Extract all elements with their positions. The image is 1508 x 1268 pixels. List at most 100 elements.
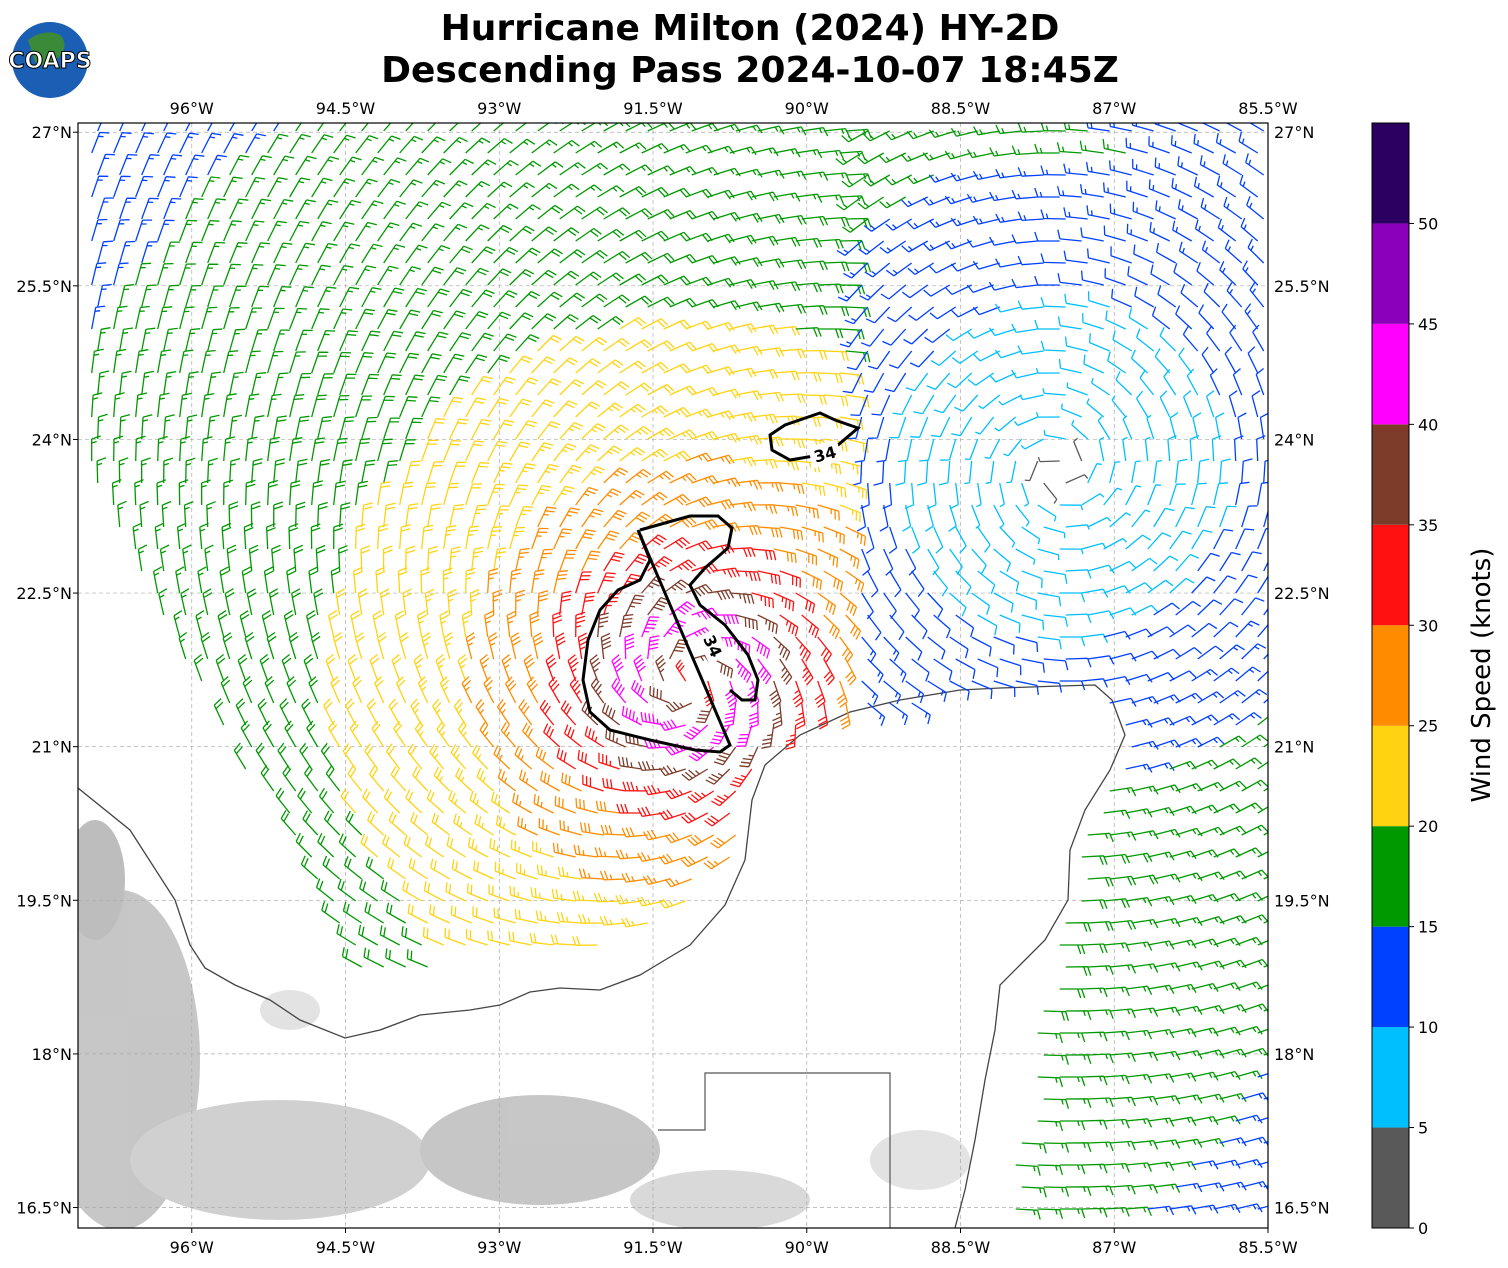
wind-barb: [407, 903, 428, 924]
wind-barb: [163, 370, 177, 396]
wind-barb: [515, 204, 541, 220]
wind-barb: [839, 328, 863, 348]
wind-barb: [1213, 1026, 1241, 1036]
wind-barb: [1011, 189, 1038, 200]
wind-barb: [113, 219, 130, 242]
wind-barb: [1197, 599, 1223, 616]
wind-barb: [1021, 482, 1030, 507]
wind-barb: [271, 544, 281, 572]
wind-barb: [924, 328, 951, 344]
wind-barb: [310, 631, 321, 660]
wind-barb: [1079, 140, 1104, 154]
wind-barb: [229, 198, 249, 220]
wind-barb: [1125, 1073, 1153, 1084]
wind-barb: [1175, 692, 1203, 704]
wind-barb: [157, 392, 170, 418]
wind-barb: [1063, 250, 1088, 264]
wind-barb: [449, 418, 469, 440]
wind-barb: [801, 614, 820, 639]
wind-barb: [1125, 852, 1153, 863]
wind-barb: [977, 570, 996, 594]
wind-barb: [405, 417, 423, 440]
wind-barb: [317, 286, 337, 308]
wind-barb: [1169, 1160, 1197, 1171]
wind-barb: [553, 313, 579, 330]
wind-barb: [453, 813, 473, 836]
wind-barb: [971, 548, 987, 574]
wind-barb: [707, 366, 735, 376]
wind-barb: [839, 702, 851, 730]
wind-barb: [685, 627, 713, 640]
wind-barb: [484, 610, 494, 638]
wind-barb: [948, 504, 957, 532]
wind-barb: [795, 636, 811, 662]
wind-barb: [1232, 368, 1243, 396]
wind-barb: [407, 743, 423, 770]
wind-barb: [1257, 1161, 1268, 1166]
wind-barb: [675, 659, 687, 682]
wind-barb: [1125, 673, 1153, 683]
wind-barb: [469, 588, 480, 616]
wind-barb: [1263, 743, 1268, 748]
wind-barb: [977, 658, 999, 678]
wind-barb: [321, 901, 341, 924]
wind-barb: [537, 590, 549, 616]
wind-barb: [1015, 1164, 1041, 1176]
wind-barb: [681, 812, 709, 824]
wind-barb: [221, 522, 232, 550]
wind-barb: [895, 460, 907, 486]
wind-barb: [1058, 358, 1082, 374]
wind-barb: [817, 149, 845, 160]
wind-barb: [1151, 306, 1171, 330]
wind-barb: [559, 819, 582, 836]
wind-barb: [647, 383, 675, 396]
wind-barb: [940, 438, 957, 461]
wind-barb: [999, 658, 1022, 676]
wind-barb: [947, 372, 973, 389]
wind-barb: [669, 123, 697, 132]
wind-barb: [757, 526, 783, 538]
wind-barb: [433, 766, 451, 792]
wind-barb: [993, 504, 1005, 529]
wind-barb: [267, 220, 287, 242]
wind-barb: [687, 834, 715, 847]
wind-barb: [1175, 961, 1203, 971]
wind-barb: [435, 653, 446, 682]
wind-barb: [998, 394, 1022, 406]
wind-barb: [443, 632, 454, 660]
wind-barb: [1170, 135, 1192, 154]
wind-barb: [1169, 670, 1197, 682]
wind-barb: [493, 246, 518, 264]
wind-barb: [377, 265, 399, 286]
wind-barb: [1257, 670, 1268, 682]
wind-barb: [625, 339, 653, 352]
wind-barb: [867, 658, 884, 684]
wind-barb: [751, 369, 779, 379]
wind-barb: [385, 902, 407, 924]
wind-barb: [579, 822, 604, 836]
wind-barb: [178, 631, 188, 660]
wind-barb: [1083, 354, 1104, 374]
wind-barb: [1109, 560, 1137, 572]
wind-barb: [267, 177, 288, 198]
wind-barb: [449, 546, 461, 572]
wind-barb: [1159, 327, 1177, 352]
wind-barb: [1122, 436, 1128, 462]
wind-barb: [179, 132, 199, 154]
wind-barb: [640, 711, 664, 726]
wind-barb: [559, 549, 577, 572]
wind-barb: [530, 887, 554, 902]
wind-barb: [443, 524, 457, 550]
wind-barb: [559, 464, 582, 484]
wind-barb: [691, 430, 719, 441]
wind-barb: [1134, 286, 1155, 308]
wind-barb: [1191, 714, 1219, 726]
wind-barb: [1197, 781, 1225, 792]
wind-barb: [729, 278, 757, 289]
wind-barb: [1125, 1162, 1152, 1172]
wind-barb: [1153, 1183, 1181, 1193]
wind-barb: [469, 790, 489, 814]
wind-barb: [163, 414, 175, 440]
wind-barb: [471, 375, 493, 396]
wind-barb: [1125, 628, 1153, 638]
